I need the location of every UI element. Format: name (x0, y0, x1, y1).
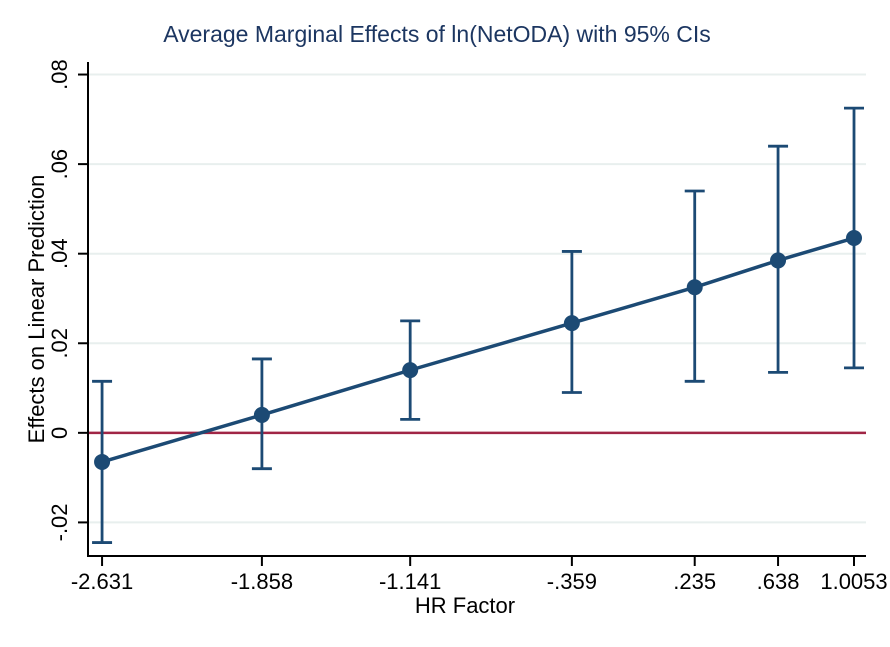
chart-title: Average Marginal Effects of ln(NetODA) w… (163, 21, 711, 47)
estimate-marker (846, 230, 863, 247)
y-tick-label: .04 (47, 238, 72, 269)
estimate-marker (563, 315, 580, 332)
estimate-marker (770, 252, 787, 269)
x-axis-title: HR Factor (415, 593, 515, 618)
x-tick-label: .638 (757, 569, 800, 594)
estimate-marker (686, 279, 703, 296)
y-tick-label: -.02 (47, 503, 72, 541)
x-tick-label: -1.141 (379, 569, 441, 594)
x-tick-label: -2.631 (71, 569, 133, 594)
x-tick-label: 1.0053 (820, 569, 887, 594)
axis-layer: -.02 0 .02 .04 .06 .08 -2.631 -1.858 -1.141 -.359… (47, 59, 888, 594)
y-tick-label: .06 (47, 149, 72, 180)
grid-layer (88, 73, 866, 524)
x-tick-label: -1.858 (231, 569, 293, 594)
estimate-marker (402, 362, 419, 379)
data-layer (88, 106, 866, 544)
y-axis-title: Effects on Linear Prediction (24, 175, 49, 444)
x-tick-label: .235 (673, 569, 716, 594)
estimate-marker (253, 406, 270, 423)
y-tick-label: 0 (47, 427, 72, 439)
estimate-line (101, 236, 855, 464)
estimate-marker (94, 453, 111, 470)
x-tick-label: -.359 (547, 569, 597, 594)
y-tick-label: .02 (47, 328, 72, 359)
y-tick-label: .08 (47, 59, 72, 90)
